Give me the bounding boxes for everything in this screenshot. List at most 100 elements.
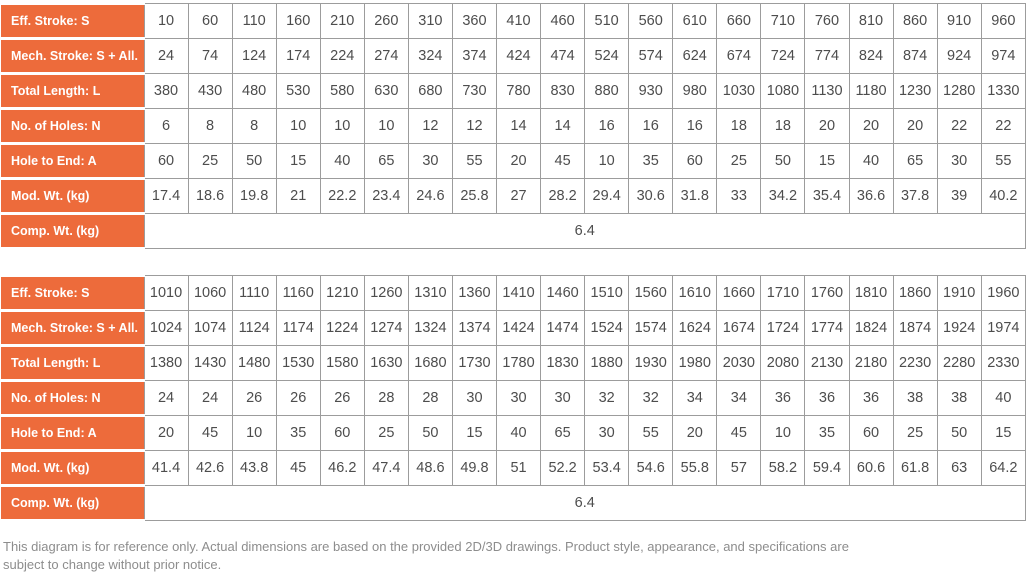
value-cell: 17.4 bbox=[143, 178, 189, 214]
value-cell: 1910 bbox=[936, 275, 982, 311]
value-cell: 1430 bbox=[187, 345, 233, 381]
value-cell: 210 bbox=[319, 3, 365, 39]
value-cell: 224 bbox=[319, 38, 365, 74]
value-cell: 40 bbox=[319, 143, 365, 179]
value-cell: 8 bbox=[187, 108, 233, 144]
value-cell: 410 bbox=[495, 3, 542, 39]
value-cell: 65 bbox=[540, 415, 586, 451]
value-cell: 10 bbox=[760, 415, 806, 451]
value-cell: 830 bbox=[540, 73, 586, 109]
value-cell: 20 bbox=[892, 108, 938, 144]
value-cell: 65 bbox=[363, 143, 409, 179]
value-cell: 680 bbox=[407, 73, 453, 109]
value-cell: 360 bbox=[451, 3, 498, 39]
value-cell: 55.8 bbox=[672, 450, 718, 486]
value-cell: 1860 bbox=[892, 275, 938, 311]
value-cell: 60.6 bbox=[848, 450, 894, 486]
value-cell: 1630 bbox=[363, 345, 409, 381]
value-cell: 380 bbox=[143, 73, 189, 109]
value-cell: 1174 bbox=[275, 310, 321, 346]
value-cell: 724 bbox=[760, 38, 806, 74]
value-cell: 26 bbox=[275, 380, 321, 416]
value-cell: 65 bbox=[892, 143, 938, 179]
value-cell: 660 bbox=[716, 3, 762, 39]
row-label: No. of Holes: N bbox=[1, 107, 144, 145]
value-cell: 30 bbox=[495, 380, 542, 416]
value-cell: 16 bbox=[584, 108, 630, 144]
value-cell: 960 bbox=[980, 3, 1027, 39]
value-cell: 25 bbox=[892, 415, 938, 451]
value-cell: 54.6 bbox=[628, 450, 674, 486]
value-cell: 110 bbox=[231, 3, 277, 39]
spec-row: Eff. Stroke: S 10 60 110 160 210 260 310 360 410 4… bbox=[1, 2, 1027, 40]
value-cell: 22.2 bbox=[319, 178, 365, 214]
value-cell: 1924 bbox=[936, 310, 982, 346]
spec-row: Comp. Wt. (kg) 6.4 bbox=[1, 484, 1026, 522]
value-cell: 1674 bbox=[716, 310, 762, 346]
value-cell: 730 bbox=[451, 73, 498, 109]
row-label: Mech. Stroke: S + All. bbox=[1, 309, 144, 347]
value-cell: 20 bbox=[495, 143, 542, 179]
merged-value-cell: 6.4 bbox=[143, 485, 1026, 521]
value-cell: 460 bbox=[540, 3, 586, 39]
value-cell: 610 bbox=[672, 3, 718, 39]
value-cell: 274 bbox=[363, 38, 409, 74]
spec-row: Hole to End: A 20 45 10 35 60 25 50 15 40 65 30 55 20… bbox=[1, 414, 1027, 452]
value-cell: 1974 bbox=[980, 310, 1027, 346]
value-cell: 924 bbox=[936, 38, 982, 74]
value-cell: 45 bbox=[540, 143, 586, 179]
value-cell: 43.8 bbox=[231, 450, 277, 486]
value-cell: 480 bbox=[231, 73, 277, 109]
value-cell: 26 bbox=[319, 380, 365, 416]
row-label: Mech. Stroke: S + All. bbox=[1, 37, 144, 75]
row-label: Hole to End: A bbox=[1, 414, 144, 452]
value-cell: 31.8 bbox=[672, 178, 718, 214]
value-cell: 30 bbox=[407, 143, 453, 179]
value-cell: 25 bbox=[363, 415, 409, 451]
value-cell: 60 bbox=[187, 3, 233, 39]
value-cell: 1124 bbox=[231, 310, 277, 346]
value-cell: 1260 bbox=[363, 275, 409, 311]
value-cell: 32 bbox=[584, 380, 630, 416]
value-cell: 35 bbox=[275, 415, 321, 451]
value-cell: 1130 bbox=[804, 73, 850, 109]
value-cell: 10 bbox=[363, 108, 409, 144]
value-cell: 40.2 bbox=[980, 178, 1027, 214]
value-cell: 1580 bbox=[319, 345, 365, 381]
spec-row: Hole to End: A 60 25 50 15 40 65 30 55 20 45 10 35 60… bbox=[1, 142, 1027, 180]
value-cell: 1010 bbox=[143, 275, 189, 311]
value-cell: 34 bbox=[672, 380, 718, 416]
value-cell: 14 bbox=[495, 108, 542, 144]
value-cell: 1410 bbox=[495, 275, 542, 311]
row-label: Total Length: L bbox=[1, 344, 144, 382]
value-cell: 1360 bbox=[451, 275, 498, 311]
value-cell: 27 bbox=[495, 178, 542, 214]
value-cell: 48.6 bbox=[407, 450, 453, 486]
value-cell: 32 bbox=[628, 380, 674, 416]
value-cell: 57 bbox=[716, 450, 762, 486]
spec-row: Mech. Stroke: S + All. 1024 1074 1124 1174 12… bbox=[1, 309, 1027, 347]
row-label: Total Length: L bbox=[1, 72, 144, 110]
value-cell: 1080 bbox=[760, 73, 806, 109]
value-cell: 40 bbox=[848, 143, 894, 179]
value-cell: 60 bbox=[319, 415, 365, 451]
value-cell: 37.8 bbox=[892, 178, 938, 214]
value-cell: 19.8 bbox=[231, 178, 277, 214]
value-cell: 1024 bbox=[143, 310, 189, 346]
value-cell: 10 bbox=[319, 108, 365, 144]
row-label: Comp. Wt. (kg) bbox=[1, 212, 144, 250]
value-cell: 624 bbox=[672, 38, 718, 74]
value-cell: 60 bbox=[143, 143, 189, 179]
value-cell: 524 bbox=[584, 38, 630, 74]
value-cell: 61.8 bbox=[892, 450, 938, 486]
value-cell: 1460 bbox=[540, 275, 586, 311]
value-cell: 980 bbox=[672, 73, 718, 109]
value-cell: 22 bbox=[936, 108, 982, 144]
value-cell: 33 bbox=[716, 178, 762, 214]
value-cell: 2130 bbox=[804, 345, 850, 381]
value-cell: 15 bbox=[804, 143, 850, 179]
value-cell: 39 bbox=[936, 178, 982, 214]
value-cell: 1524 bbox=[584, 310, 630, 346]
value-cell: 29.4 bbox=[584, 178, 630, 214]
value-cell: 47.4 bbox=[363, 450, 409, 486]
